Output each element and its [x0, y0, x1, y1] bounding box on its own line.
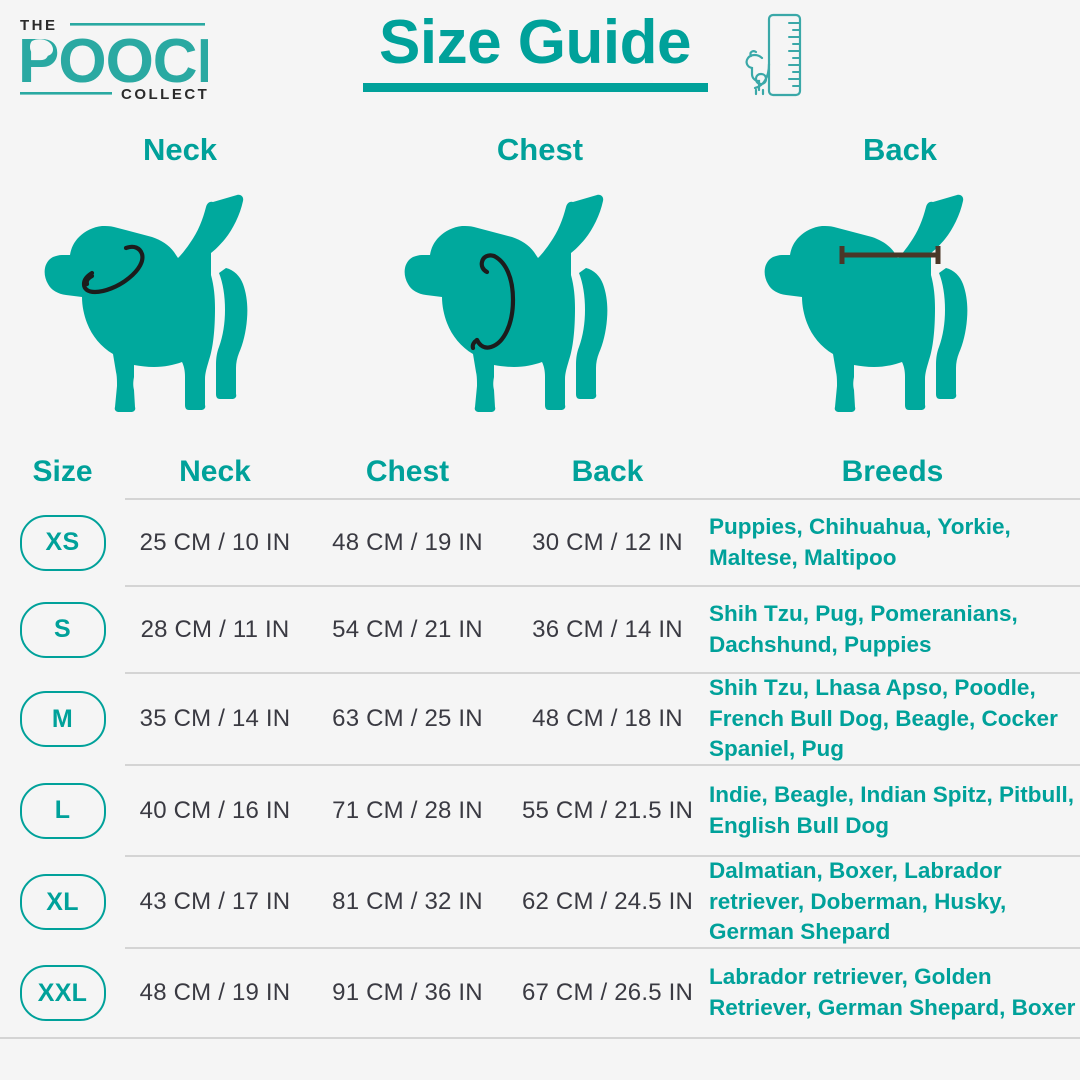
table-header-row: Size Neck Chest Back Breeds	[0, 446, 1080, 498]
back-value: 67 CM / 26.5 IN	[521, 979, 694, 1006]
size-cell: XXL	[0, 965, 125, 1021]
breeds-value: Labrador retriever, Golden Retriever, Ge…	[709, 964, 1076, 1020]
breeds-value: Dalmatian, Boxer, Labrador retriever, Do…	[709, 858, 1007, 945]
back-value: 36 CM / 14 IN	[532, 615, 683, 643]
header-back: Back	[571, 455, 644, 488]
diagram-back: Back	[720, 122, 1080, 432]
brand-logo[interactable]: THE POOCH COLLECTIVE THE POOCH COLLECTIV…	[18, 8, 241, 104]
chest-value: 91 CM / 36 IN	[332, 979, 483, 1006]
title-underline	[362, 83, 708, 93]
size-cell: XS	[0, 514, 125, 571]
size-cell: M	[0, 691, 125, 747]
size-cell: S	[0, 601, 125, 658]
table-row: M 35 CM / 14 IN 63 CM / 25 IN 48 CM / 18…	[0, 672, 1080, 764]
size-badge: XL	[19, 874, 106, 930]
chest-value: 63 CM / 25 IN	[332, 705, 483, 732]
diagram-chest-label: Chest	[496, 132, 584, 167]
chest-value: 48 CM / 19 IN	[332, 528, 483, 556]
size-badge: XXL	[19, 965, 106, 1021]
back-value: 62 CM / 24.5 IN	[521, 888, 694, 915]
back-value: 48 CM / 18 IN	[532, 705, 683, 732]
page-title: Size Guide	[379, 8, 691, 77]
dog-silhouette-back-measure-icon	[764, 194, 968, 412]
neck-value: 28 CM / 11 IN	[140, 615, 290, 643]
back-value: 30 CM / 12 IN	[532, 528, 683, 556]
header-chest: Chest	[365, 455, 450, 488]
page-header: THE POOCH COLLECTIVE THE POOCH COLLECTIV…	[0, 0, 1080, 118]
size-table: Size Neck Chest Back Breeds XS 25 CM / 1…	[0, 446, 1080, 1039]
diagram-chest: Chest	[360, 122, 720, 432]
table-row: S 28 CM / 11 IN 54 CM / 21 IN 36 CM / 14…	[0, 585, 1080, 672]
breeds-value: Puppies, Chihuahua, Yorkie, Maltese, Mal…	[709, 513, 1011, 570]
neck-value: 43 CM / 17 IN	[139, 888, 291, 915]
table-row: XS 25 CM / 10 IN 48 CM / 19 IN 30 CM / 1…	[0, 498, 1080, 585]
neck-value: 25 CM / 10 IN	[139, 528, 291, 556]
dog-silhouette-chest-measure-icon	[404, 194, 608, 412]
diagram-neck: Neck	[0, 122, 360, 432]
size-badge: XS	[19, 514, 106, 571]
table-body: XS 25 CM / 10 IN 48 CM / 19 IN 30 CM / 1…	[0, 498, 1080, 1039]
header-size: Size	[32, 455, 93, 488]
svg-text:POOCH: POOCH	[18, 27, 208, 96]
dog-silhouette-neck-measure-icon	[44, 194, 248, 412]
chest-value: 71 CM / 28 IN	[332, 796, 483, 824]
table-row: L 40 CM / 16 IN 71 CM / 28 IN 55 CM / 21…	[0, 764, 1080, 855]
header-neck: Neck	[179, 455, 251, 488]
size-badge: L	[19, 782, 106, 839]
neck-value: 48 CM / 19 IN	[139, 979, 291, 1006]
neck-value: 35 CM / 14 IN	[139, 705, 291, 732]
diagram-neck-label: Neck	[142, 132, 218, 167]
chest-value: 81 CM / 32 IN	[332, 888, 483, 915]
breeds-value: Shih Tzu, Pug, Pomeranians, Dachshund, P…	[709, 600, 1018, 657]
size-badge: M	[19, 691, 106, 747]
neck-value: 40 CM / 16 IN	[139, 796, 291, 824]
back-value: 55 CM / 21.5 IN	[521, 796, 694, 824]
measurement-diagrams: Neck Chest	[0, 122, 1080, 432]
table-row: XXL 48 CM / 19 IN 91 CM / 36 IN 67 CM / …	[0, 947, 1080, 1039]
chest-value: 54 CM / 21 IN	[332, 615, 483, 643]
size-cell: XL	[0, 874, 125, 930]
diagram-back-label: Back	[862, 132, 938, 167]
table-row: XL 43 CM / 17 IN 81 CM / 32 IN 62 CM / 2…	[0, 855, 1080, 947]
svg-text:COLLECTIVE: COLLECTIVE	[121, 86, 208, 103]
breeds-value: Shih Tzu, Lhasa Apso, Poodle, French Bul…	[709, 675, 1058, 762]
svg-text:THE: THE	[20, 17, 58, 34]
size-badge: S	[19, 601, 106, 658]
title-block: Size Guide	[355, 6, 715, 93]
size-cell: L	[0, 782, 125, 839]
header-breeds: Breeds	[841, 455, 944, 488]
ruler-with-dog-icon	[742, 12, 804, 103]
breeds-value: Indie, Beagle, Indian Spitz, Pitbull, En…	[709, 781, 1075, 838]
